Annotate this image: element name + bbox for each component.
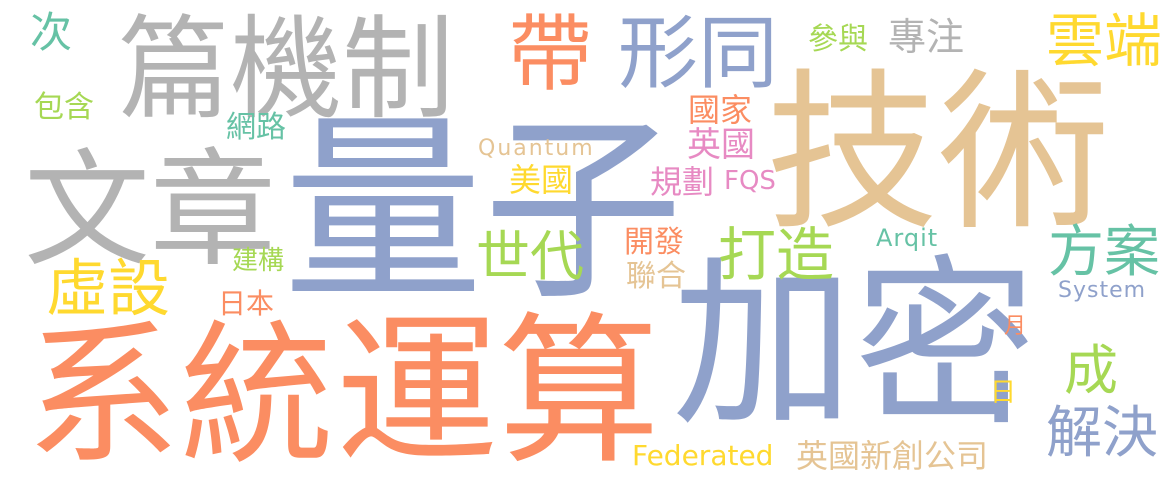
word-system: System (1058, 278, 1147, 303)
word-jiangou: 建構 (232, 246, 285, 276)
word-yingguoxinchuang: 英國新創公司 (796, 437, 989, 475)
word-yingguo: 英國 (687, 125, 755, 165)
word-yunduan: 雲端 (1046, 7, 1163, 75)
word-yunsuan: 運算 (336, 299, 660, 482)
word-fangan: 方案 (1048, 220, 1160, 285)
word-zhuanzhu: 專注 (888, 15, 965, 59)
word-shidai: 世代 (476, 225, 584, 288)
word-xushe: 虛設 (46, 252, 171, 325)
word-dai: 帶 (508, 5, 593, 103)
word-jiami: 加密 (672, 239, 1036, 451)
word-riben: 日本 (218, 287, 275, 320)
word-meiguo: 美國 (509, 161, 574, 199)
word-jishu: 技術 (766, 53, 1110, 254)
word-ci: 次 (30, 8, 73, 57)
word-wanglu: 網路 (226, 110, 286, 145)
word-wenzhang: 文章 (24, 137, 276, 284)
word-xitong: 系統 (26, 307, 335, 482)
word-pianjizhi: 篇機制 (118, 5, 454, 135)
word-liangzi: 量子 (283, 95, 684, 328)
word-guojia: 國家 (688, 91, 753, 129)
word-canyu: 參與 (808, 22, 868, 57)
word-arqit: Arqit (876, 224, 939, 252)
word-ri: 日 (990, 378, 1017, 408)
word-lianhe: 聯合 (626, 259, 686, 294)
word-guihua: 規劃 (650, 163, 715, 201)
word-federated: Federated (632, 439, 774, 472)
word-baohan: 包含 (34, 90, 94, 125)
word-jiejue: 解決 (1046, 401, 1158, 466)
word-fqs: FQS (724, 166, 776, 196)
word-kaifa: 開發 (624, 225, 684, 260)
word-xingtong: 形同 (618, 7, 778, 100)
word-cheng: 成 (1064, 339, 1118, 402)
word-yue: 月 (1004, 314, 1027, 339)
word-quantum: Quantum (478, 136, 595, 161)
word-dazao: 打造 (718, 221, 835, 289)
